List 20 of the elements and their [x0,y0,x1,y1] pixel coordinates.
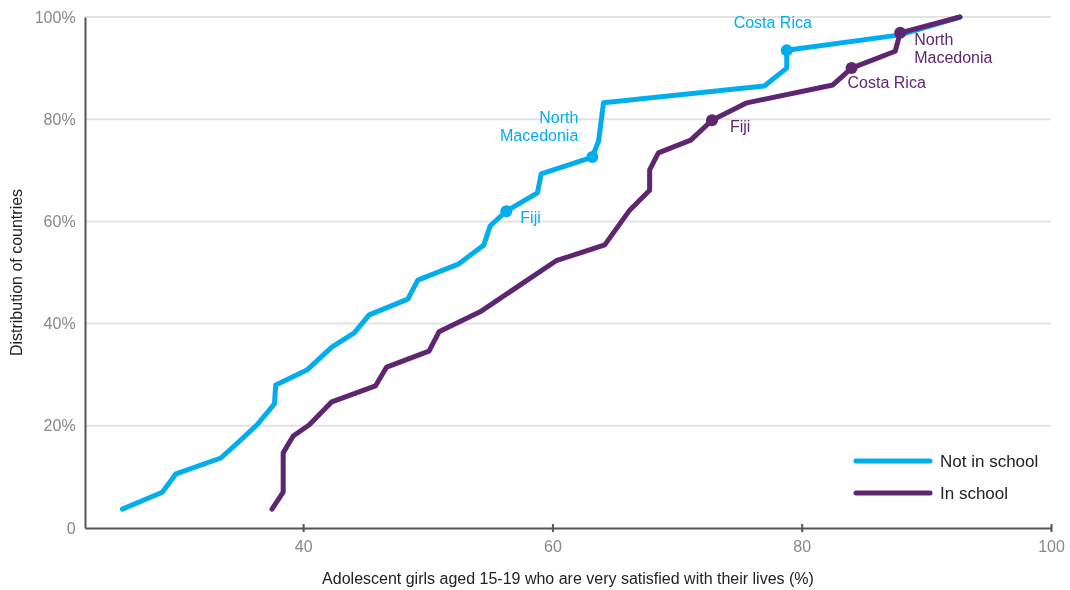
y-tick-label: 40% [43,315,76,333]
annotation: Fiji [520,209,541,227]
annotation: North Macedonia [914,30,993,67]
annotation: Fiji [729,118,751,136]
y-tick-label: 100% [34,8,76,26]
x-tick-label: 60 [544,537,562,555]
x-axis-title: Adolescent girls aged 15-19 who are very satisfied with their lives (%) [322,570,814,587]
legend-label: In school [940,484,1009,503]
x-tick-label: 80 [793,537,812,555]
y-tick-label: 0 [66,519,76,537]
legend-label: Not in school [940,452,1039,471]
x-tick-label: 100 [1038,537,1065,555]
y-tick-label: 60% [43,213,76,231]
y-axis-title: Distribution of countries [8,188,25,357]
y-tick-label: 80% [43,110,76,128]
annotation: Costa Rica [847,74,926,92]
y-tick-label: 20% [43,417,76,435]
x-tick-label: 40 [294,537,313,555]
annotation: Costa Rica [733,14,812,32]
annotation: North Macedonia [500,109,579,145]
